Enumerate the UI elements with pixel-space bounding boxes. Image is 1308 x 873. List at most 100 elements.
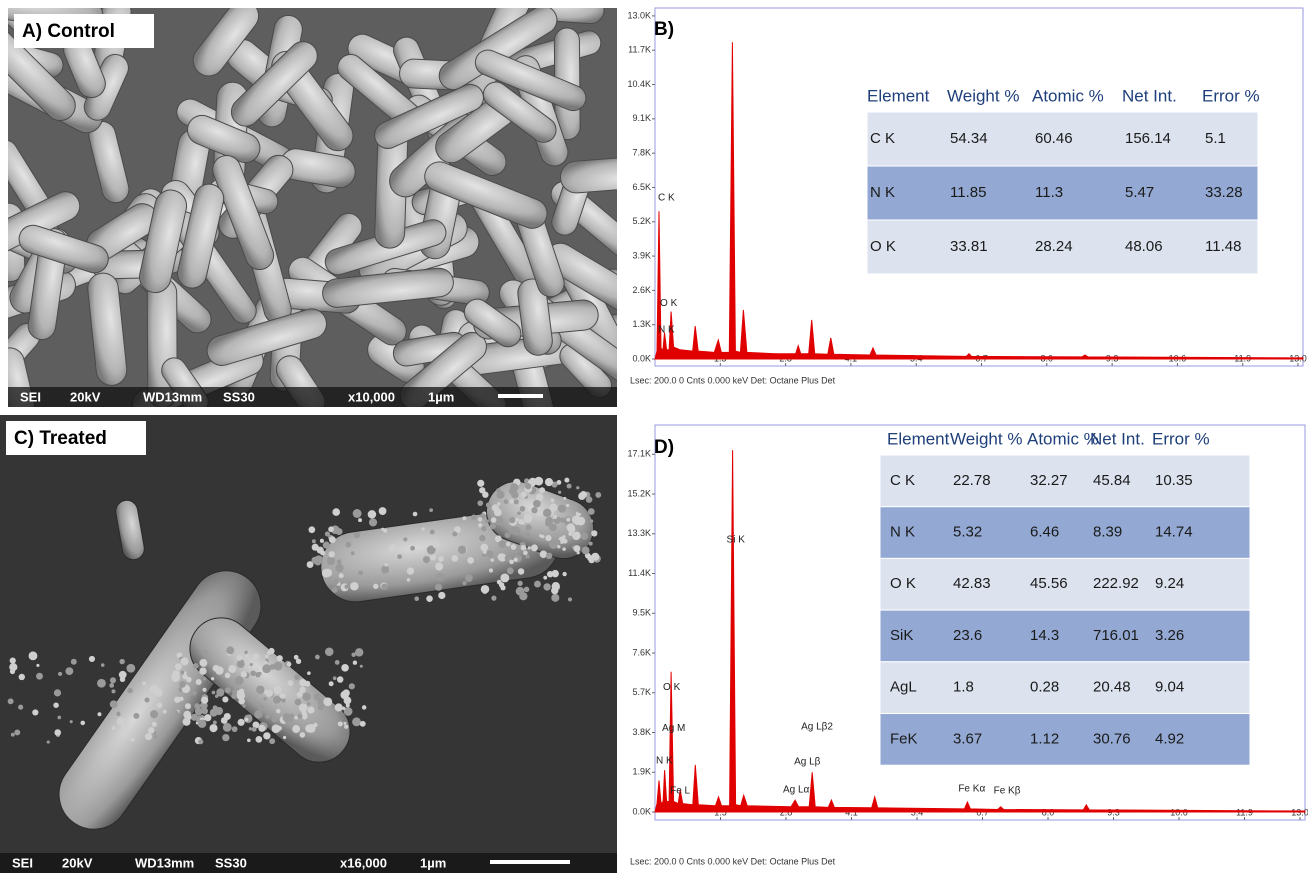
particle (558, 491, 561, 494)
y-tick-label: 11.4K (628, 568, 651, 578)
particle (337, 676, 343, 682)
particle (295, 699, 302, 706)
particle (263, 732, 270, 739)
particle (287, 662, 292, 667)
particle (345, 542, 351, 548)
peak-label: Ag Lα (783, 785, 810, 796)
y-tick-label: 9.1K (632, 113, 651, 123)
table-cell: 4.92 (1155, 730, 1184, 747)
particle (543, 509, 551, 517)
particle (471, 514, 477, 520)
particle (435, 562, 443, 570)
particle (318, 704, 324, 710)
particle (407, 567, 414, 574)
sem-info: SS30 (215, 855, 247, 870)
panel-label: D) (654, 437, 674, 458)
particle (525, 524, 531, 530)
particle (587, 555, 593, 561)
particle (333, 676, 337, 680)
particle (516, 518, 519, 521)
y-tick-label: 0.0K (632, 353, 651, 363)
particle (117, 717, 125, 725)
particle (29, 651, 38, 660)
particle (429, 508, 433, 512)
particle (496, 488, 501, 493)
table-cell: 11.3 (1035, 184, 1063, 201)
particle (133, 713, 139, 719)
table-cell: 11.48 (1205, 238, 1241, 255)
particle (157, 702, 163, 708)
particle (407, 578, 411, 582)
particle (566, 518, 570, 522)
particle (523, 514, 532, 523)
particle (213, 721, 217, 725)
particle (311, 557, 318, 564)
particle (567, 484, 572, 489)
y-tick-label: 17.1K (627, 449, 651, 459)
table-cell: C K (890, 472, 915, 489)
particle (264, 661, 267, 664)
particle (582, 546, 590, 554)
particle (590, 519, 593, 522)
particle (477, 480, 484, 487)
particle (221, 717, 228, 724)
particle (185, 703, 191, 709)
particle (14, 729, 20, 735)
table-cell: 1.8 (953, 679, 974, 696)
particle (491, 596, 496, 601)
particle (524, 587, 530, 593)
particle (236, 655, 242, 661)
particle (312, 544, 319, 551)
particle (562, 535, 565, 538)
peak-label: N K (656, 755, 673, 766)
particle (430, 554, 436, 560)
particle (362, 705, 367, 710)
particle (300, 732, 306, 738)
particle (595, 492, 601, 498)
particle (516, 587, 525, 596)
table-row-bg (880, 662, 1250, 714)
particle (563, 539, 568, 544)
particle (112, 726, 116, 730)
sem-info: x16,000 (340, 855, 387, 870)
table-cell: 20.48 (1093, 679, 1131, 696)
table-cell: C K (870, 130, 895, 147)
particle (53, 702, 59, 708)
particle (65, 667, 73, 675)
particle (216, 688, 224, 696)
table-header: Net Int. (1090, 429, 1145, 448)
sem-info: 20kV (62, 855, 93, 870)
particle (256, 686, 264, 694)
peak-label: O K (660, 298, 678, 309)
particle (531, 507, 537, 513)
particle (344, 725, 348, 729)
particle (18, 705, 23, 710)
particle (504, 499, 509, 504)
particle (329, 681, 334, 686)
particle (517, 511, 521, 515)
particle (307, 706, 314, 713)
particle (116, 712, 120, 716)
particle (438, 592, 445, 599)
peak-label: O K (663, 682, 681, 693)
particle (481, 526, 486, 531)
particle (263, 697, 267, 701)
particle (498, 540, 505, 547)
particle (350, 582, 359, 591)
particle (305, 681, 311, 687)
particle (314, 693, 322, 701)
particle (258, 672, 261, 675)
particle (232, 726, 238, 732)
table-cell: 3.67 (953, 730, 982, 747)
table-cell: 3.26 (1155, 627, 1184, 644)
particle (250, 670, 256, 676)
particle (492, 504, 499, 511)
particle (127, 688, 133, 694)
particle (480, 544, 488, 552)
particle (332, 587, 338, 593)
particle (551, 594, 559, 602)
particle (203, 677, 207, 681)
particle (273, 663, 279, 669)
particle (267, 651, 271, 655)
table-cell: 10.35 (1155, 472, 1193, 489)
